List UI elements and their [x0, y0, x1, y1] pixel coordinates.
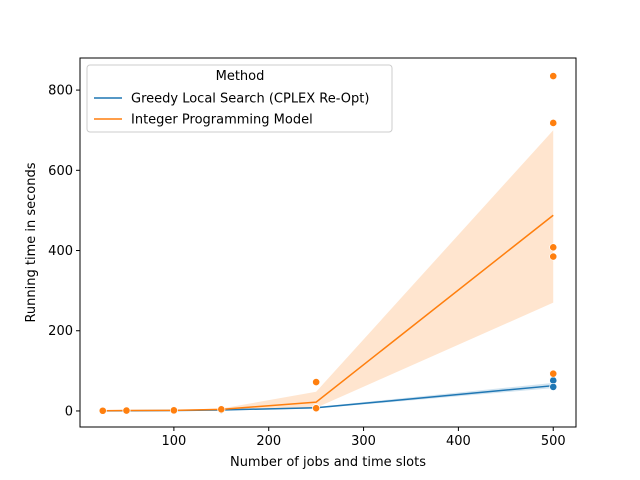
y-tick-label-1: 0 — [65, 404, 73, 419]
point-series-2-3 — [169, 406, 178, 415]
point-series-2-1 — [98, 406, 107, 415]
point-series-2-10 — [549, 252, 558, 261]
point-series-2-4 — [217, 405, 226, 414]
legend-label-series-2: Integer Programming Model — [131, 113, 313, 128]
x-tick-label-3: 300 — [351, 434, 376, 449]
legend-items: Greedy Local Search (CPLEX Re-Opt) Intege… — [94, 92, 369, 128]
legend: Method Greedy Local Search (CPLEX Re-Opt… — [86, 64, 393, 133]
legend-box — [86, 64, 393, 133]
point-series-1-7 — [549, 382, 558, 391]
y-axis-ticks: 0 200 400 600 800 — [48, 84, 80, 419]
legend-title: Method — [216, 69, 265, 84]
y-tick-label-4: 600 — [48, 164, 73, 179]
y-tick-label-5: 800 — [48, 84, 73, 99]
y-tick-label-3: 400 — [48, 244, 73, 259]
x-tick-label-1: 100 — [161, 434, 186, 449]
point-series-2-2 — [122, 406, 131, 415]
data-points — [98, 72, 558, 415]
point-series-2-7 — [549, 72, 558, 80]
x-tick-label-5: 500 — [541, 434, 566, 449]
point-series-2-8 — [549, 119, 558, 127]
point-series-2-5 — [312, 378, 321, 386]
x-axis-ticks: 100 200 300 400 500 — [161, 427, 566, 449]
y-axis-label: Running time in seconds — [24, 162, 39, 322]
series-lines — [102, 214, 554, 412]
point-series-2-11 — [549, 369, 558, 378]
x-tick-label-2: 200 — [256, 434, 281, 449]
point-series-2-9 — [549, 243, 558, 252]
point-series-2-6 — [312, 404, 321, 413]
confidence-bands — [102, 130, 554, 411]
y-tick-label-2: 200 — [48, 324, 73, 339]
line-series-2 — [102, 214, 554, 412]
legend-label-series-1: Greedy Local Search (CPLEX Re-Opt) — [131, 92, 369, 107]
ci-band-series-2 — [102, 130, 554, 411]
x-tick-label-4: 400 — [446, 434, 471, 449]
x-axis-label: Number of jobs and time slots — [230, 455, 426, 470]
plot-frame — [79, 57, 577, 428]
